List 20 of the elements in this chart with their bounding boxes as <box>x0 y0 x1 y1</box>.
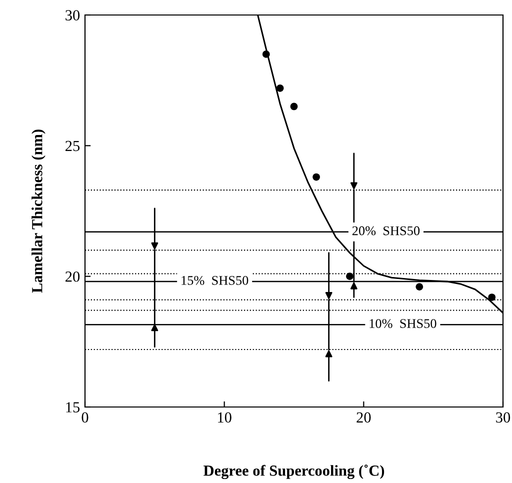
x-tick-label: 0 <box>82 412 88 423</box>
point <box>276 84 284 92</box>
point <box>346 272 354 280</box>
point <box>488 294 496 301</box>
point <box>262 50 270 58</box>
ref-line-label: 20% SHS50 <box>352 226 420 236</box>
point <box>312 173 320 181</box>
point <box>290 102 298 110</box>
x-tick-label: 10 <box>218 412 232 423</box>
y-tick-label: 30 <box>66 10 80 20</box>
y-tick-label: 15 <box>66 402 80 412</box>
y-axis-title: Lamellar Thickness (nm) <box>32 130 46 293</box>
x-axis-title: Degree of Supercooling (˚C) <box>204 464 384 480</box>
x-tick-label: 20 <box>356 412 371 423</box>
y-tick-label: 25 <box>66 140 80 152</box>
point <box>416 283 424 290</box>
ref-line-label: 15% SHS50 <box>182 276 248 285</box>
y-tick-label: 20 <box>66 271 80 282</box>
x-tick-label: 30 <box>496 412 510 423</box>
ref-line-label: 10% SHS50 <box>370 319 436 328</box>
